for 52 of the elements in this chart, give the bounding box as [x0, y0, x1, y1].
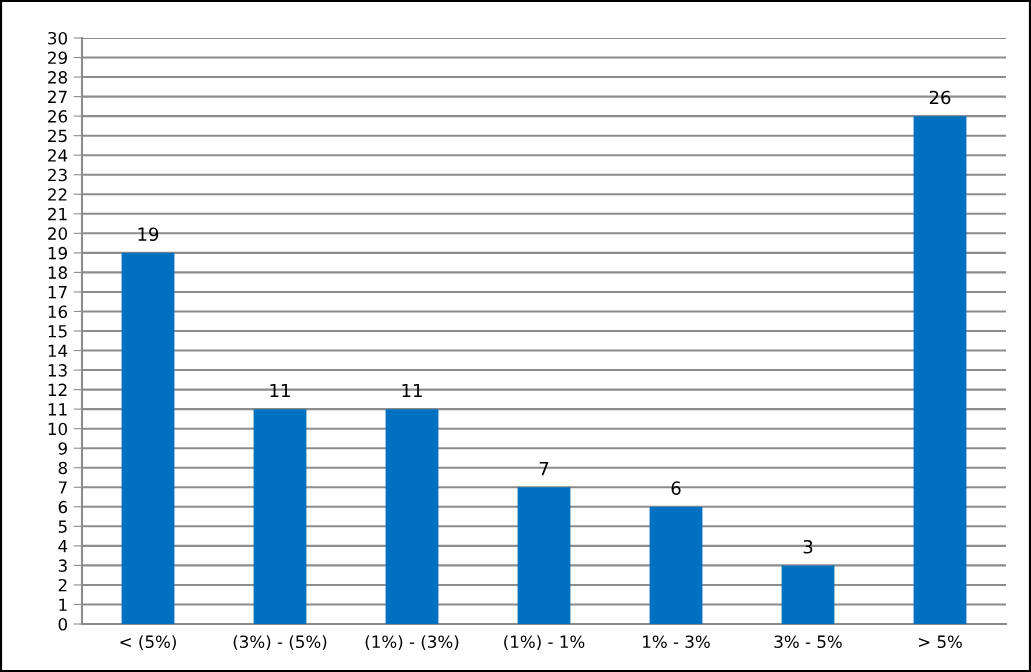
bar: [121, 252, 175, 624]
data-label: 3: [803, 539, 813, 554]
y-tick-label: 4: [58, 540, 68, 553]
x-tick-label: (1%) - 1%: [504, 635, 585, 650]
y-tick-label: 3: [58, 559, 67, 572]
bar: [253, 409, 307, 624]
y-tick-label: 0: [58, 617, 67, 631]
y-tick-label: 27: [48, 90, 67, 103]
y-tick-label: 21: [48, 207, 67, 221]
y-tick-label: 6: [58, 500, 68, 514]
y-tick-label: 22: [48, 188, 67, 201]
bar: [385, 409, 439, 624]
y-tick-label: 28: [48, 71, 67, 84]
data-label: 19: [138, 227, 159, 242]
bar: [913, 116, 967, 624]
y-tick-label: 19: [48, 246, 67, 260]
y-tick-label: 15: [48, 325, 67, 338]
y-tick-label: 29: [48, 51, 67, 65]
bar: [649, 506, 703, 624]
x-tick-label: (1%) - (3%): [365, 635, 459, 650]
y-tick-label: 13: [48, 364, 67, 377]
x-tick-label: 1% - 3%: [643, 635, 710, 649]
y-tick-label: 20: [48, 227, 67, 240]
x-tick-label: > 5%: [918, 635, 962, 649]
y-tick-label: 8: [58, 461, 67, 475]
x-tick-label: (3%) - (5%): [233, 635, 327, 650]
y-tick-label: 14: [48, 344, 68, 357]
data-label: 7: [539, 462, 549, 476]
y-tick-label: 30: [48, 31, 67, 45]
x-tick-label: < (5%): [120, 635, 176, 650]
data-label: 11: [270, 383, 290, 398]
data-label: 6: [671, 481, 681, 495]
x-tick-label: 3% - 5%: [774, 635, 842, 649]
bar: [781, 565, 835, 624]
y-tick-label: 16: [48, 305, 68, 319]
data-label: 26: [929, 90, 951, 105]
bar: [517, 487, 571, 624]
y-tick-label: 10: [48, 422, 67, 436]
y-tick-label: 11: [48, 403, 67, 416]
y-tick-label: 23: [48, 168, 67, 182]
y-tick-label: 17: [48, 286, 67, 299]
y-tick-label: 7: [58, 481, 67, 494]
y-tick-label: 26: [48, 110, 68, 123]
y-tick-label: 18: [48, 266, 67, 279]
y-tick-label: 12: [48, 383, 67, 396]
y-tick-label: 9: [58, 442, 67, 455]
y-tick-label: 2: [58, 578, 67, 592]
y-tick-label: 1: [59, 598, 67, 611]
y-tick-label: 5: [58, 520, 67, 533]
y-tick-label: 25: [48, 129, 67, 143]
y-tick-label: 24: [48, 149, 68, 162]
data-label: 11: [402, 383, 422, 398]
